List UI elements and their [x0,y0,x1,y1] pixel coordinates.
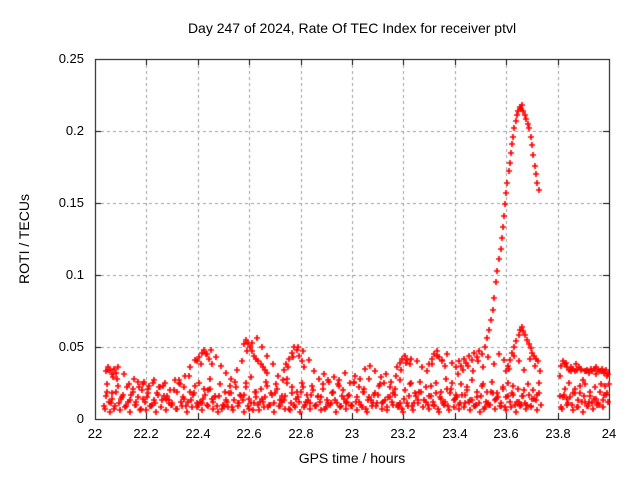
x-tick-label-22: 22 [87,426,103,441]
x-tick-label-23-4: 23.4 [442,426,468,441]
chart-title: Day 247 of 2024, Rate Of TEC Index for r… [187,20,517,36]
y-tick-label-0-05: 0.05 [58,339,84,354]
x-tick-label-23-2: 23.2 [390,426,416,441]
x-tick-label-22-8: 22.8 [288,426,314,441]
x-tick-label-23-8: 23.8 [545,426,571,441]
y-tick-label-0-15: 0.15 [58,195,84,210]
y-tick-label-0: 0 [76,411,84,426]
x-axis-label: GPS time / hours [298,450,406,466]
x-tick-label-22-4: 22.4 [185,426,211,441]
x-tick-label-23-6: 23.6 [493,426,519,441]
x-tick-label-24: 24 [601,426,617,441]
y-tick-label-0-2: 0.2 [65,123,84,138]
y-tick-label-0-1: 0.1 [65,267,84,282]
y-axis-label: ROTI / TECUs [16,194,32,284]
x-tick-label-23: 23 [344,426,360,441]
x-tick-label-22-2: 22.2 [133,426,159,441]
y-tick-label-0-25: 0.25 [58,51,84,66]
x-tick-label-22-6: 22.6 [236,426,262,441]
